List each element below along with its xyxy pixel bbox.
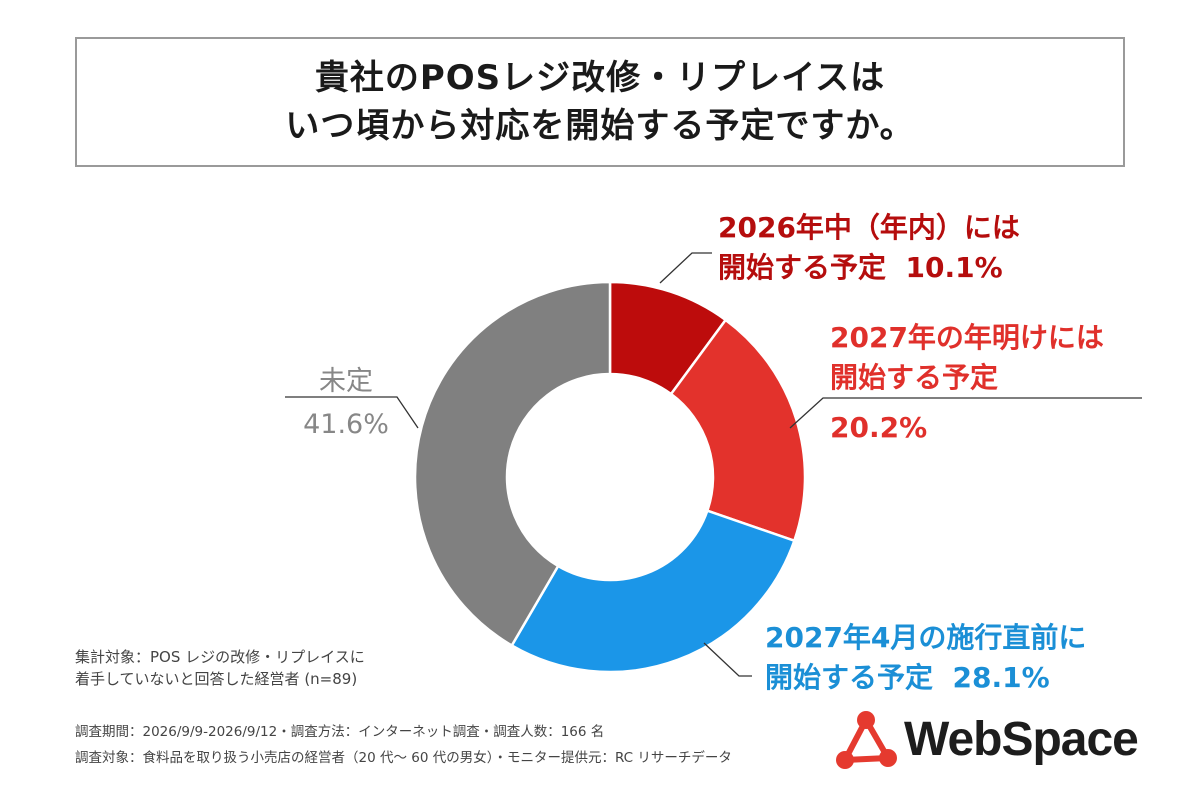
donut-slice-undecided bbox=[413, 280, 612, 648]
slice-label-undecided: 未定 41.6% bbox=[300, 362, 392, 445]
donut-slices bbox=[413, 280, 807, 674]
slice-label-2027-early: 2027年の年明けには 開始する予定 20.2% bbox=[830, 318, 1104, 448]
slice-label-undecided-line1: 未定 bbox=[319, 366, 373, 397]
slice-label-2027-early-line2: 開始する予定 bbox=[830, 361, 999, 394]
footer-survey-period: 調査期間：2026/9/9-2026/9/12・調査方法：インターネット調査・調… bbox=[75, 724, 605, 740]
slice-label-2026-line2: 開始する予定 bbox=[718, 251, 887, 284]
title-box: 貴社のPOSレジ改修・リプレイスは いつ頃から対応を開始する予定ですか。 bbox=[75, 37, 1125, 167]
slice-label-2026-line1: 2026年中（年内）には bbox=[718, 211, 1020, 244]
leader-line-2026 bbox=[659, 252, 712, 284]
slice-value-undecided: 41.6% bbox=[303, 409, 389, 440]
webspace-logo-text: WebSpace bbox=[904, 713, 1139, 766]
slice-label-2027-early-line1: 2027年の年明けには bbox=[830, 321, 1104, 354]
footer-survey-target: 調査対象：食料品を取り扱う小売店の経営者（20 代～ 60 代の男女）・モニター… bbox=[75, 750, 732, 766]
webspace-logo-icon bbox=[836, 711, 897, 769]
leader-lines bbox=[285, 252, 1142, 677]
donut-slice-s2027early bbox=[669, 318, 807, 543]
webspace-logo: WebSpace bbox=[832, 706, 1139, 776]
slice-label-2027-april-line2: 開始する予定 bbox=[765, 661, 934, 694]
title-line-2: いつ頃から対応を開始する予定ですか。 bbox=[285, 106, 915, 146]
sample-note-line1: 集計対象：POS レジの改修・リプレイスに bbox=[75, 648, 365, 666]
leader-line-undecided bbox=[285, 396, 419, 429]
slice-label-2027-april-line1: 2027年4月の施行直前に bbox=[765, 621, 1087, 654]
slice-value-2027-early: 20.2% bbox=[830, 411, 928, 444]
leader-line-2027-early bbox=[789, 397, 1142, 429]
slice-label-2026: 2026年中（年内）には 開始する予定 10.1% bbox=[718, 208, 1020, 288]
leader-line-2027-april bbox=[703, 642, 752, 677]
slice-value-2027-april: 28.1% bbox=[952, 661, 1050, 694]
donut-slice-s2027apr bbox=[510, 509, 796, 674]
sample-note: 集計対象：POS レジの改修・リプレイスに 着手していないと回答した経営者 (n… bbox=[75, 646, 365, 690]
slice-label-2027-april: 2027年4月の施行直前に 開始する予定 28.1% bbox=[765, 618, 1086, 698]
title-line-1: 貴社のPOSレジ改修・リプレイスは bbox=[314, 58, 886, 98]
slice-value-2026: 10.1% bbox=[905, 251, 1003, 284]
sample-note-line2: 着手していないと回答した経営者 (n=89) bbox=[75, 670, 358, 688]
